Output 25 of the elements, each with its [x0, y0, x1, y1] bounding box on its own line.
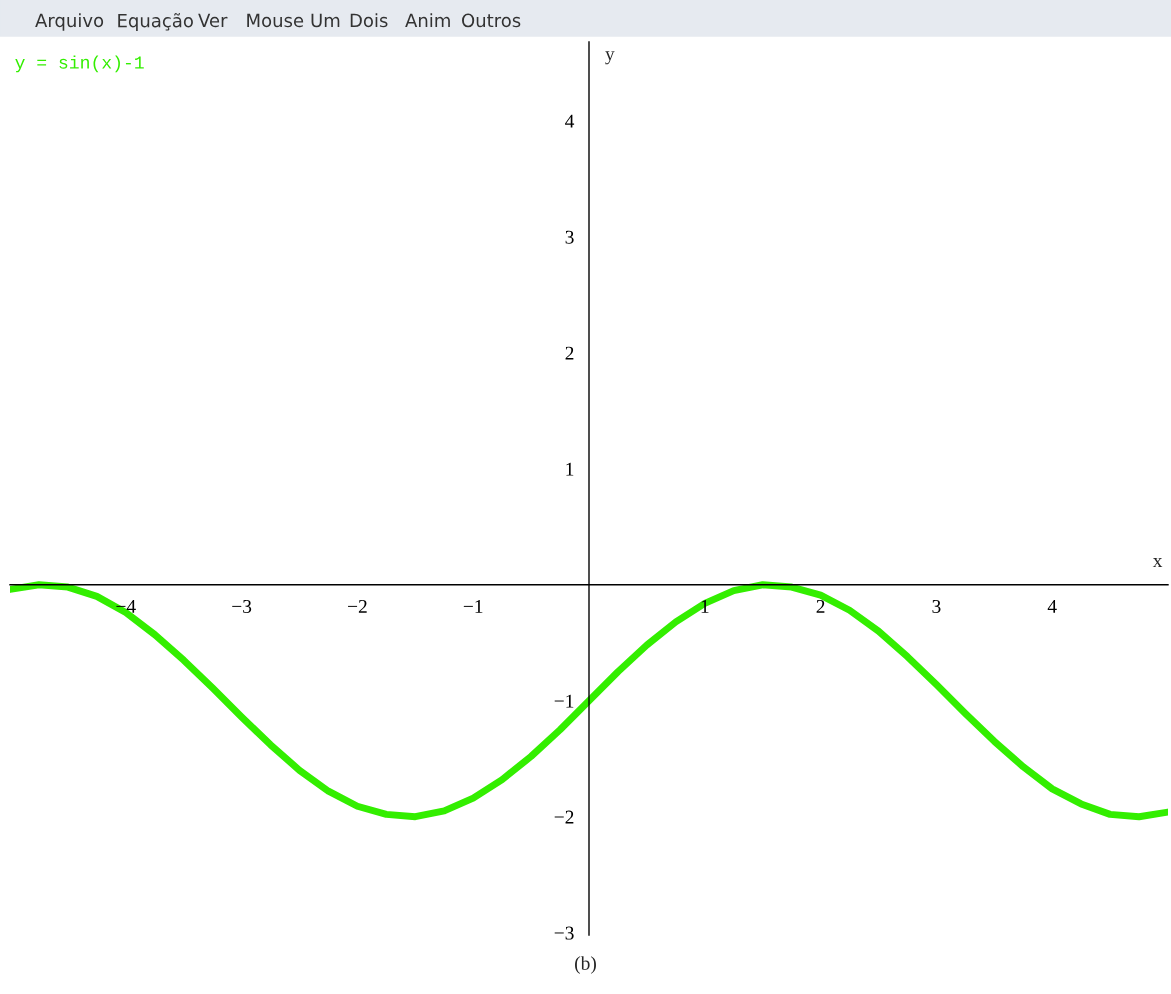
x-tick-label: −2 — [348, 599, 367, 613]
y-tick-label: 3 — [565, 230, 574, 244]
text: Um — [311, 13, 340, 28]
text: y = sin(x)-1 — [15, 55, 144, 73]
x-tick-label: 2 — [816, 599, 825, 613]
y-tick-label: −2 — [554, 810, 574, 824]
y-axis-title: y — [605, 51, 615, 65]
y-tick-label: −3 — [554, 926, 574, 940]
y-tick-label: 1 — [566, 462, 574, 476]
y-tick-label: −1 — [554, 694, 574, 708]
text: (b) — [575, 956, 596, 974]
text: Equação — [118, 13, 193, 31]
text: Mouse — [247, 13, 304, 28]
x-tick-label: 3 — [932, 599, 941, 614]
x-axis-title: x — [1152, 558, 1163, 567]
y-tick-label: 2 — [565, 346, 574, 360]
x-tick-label: −1 — [463, 600, 483, 613]
text: Arquivo — [35, 13, 104, 31]
x-tick-label: −3 — [232, 599, 252, 614]
y-tick-label: 4 — [565, 114, 575, 128]
text: Outros — [462, 13, 521, 28]
text: Anim — [405, 13, 450, 27]
text: Dois — [350, 13, 388, 28]
text: Ver — [198, 13, 228, 28]
x-tick-label: 4 — [1047, 600, 1057, 613]
